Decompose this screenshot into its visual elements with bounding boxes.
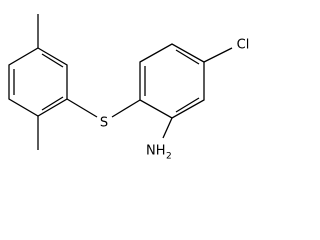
page: Cl S NH 2 (() => { const data = JSON.par… [8, 14, 250, 162]
bond [66, 98, 98, 118]
structure-diagram: Cl S NH 2 [8, 14, 250, 162]
atom-label: S [100, 116, 108, 131]
double-bond [175, 97, 200, 113]
ring [139, 43, 205, 119]
bond [162, 117, 173, 139]
bonds [8, 14, 233, 150]
double-bond [175, 49, 200, 65]
bond [111, 99, 141, 118]
atom-label: NH [146, 144, 166, 159]
atom-label: Cl [237, 38, 250, 53]
double-bond [41, 53, 64, 68]
double-bond [41, 96, 64, 111]
bond [203, 47, 233, 63]
ring [8, 47, 68, 117]
atom-subscript: 2 [166, 152, 172, 162]
